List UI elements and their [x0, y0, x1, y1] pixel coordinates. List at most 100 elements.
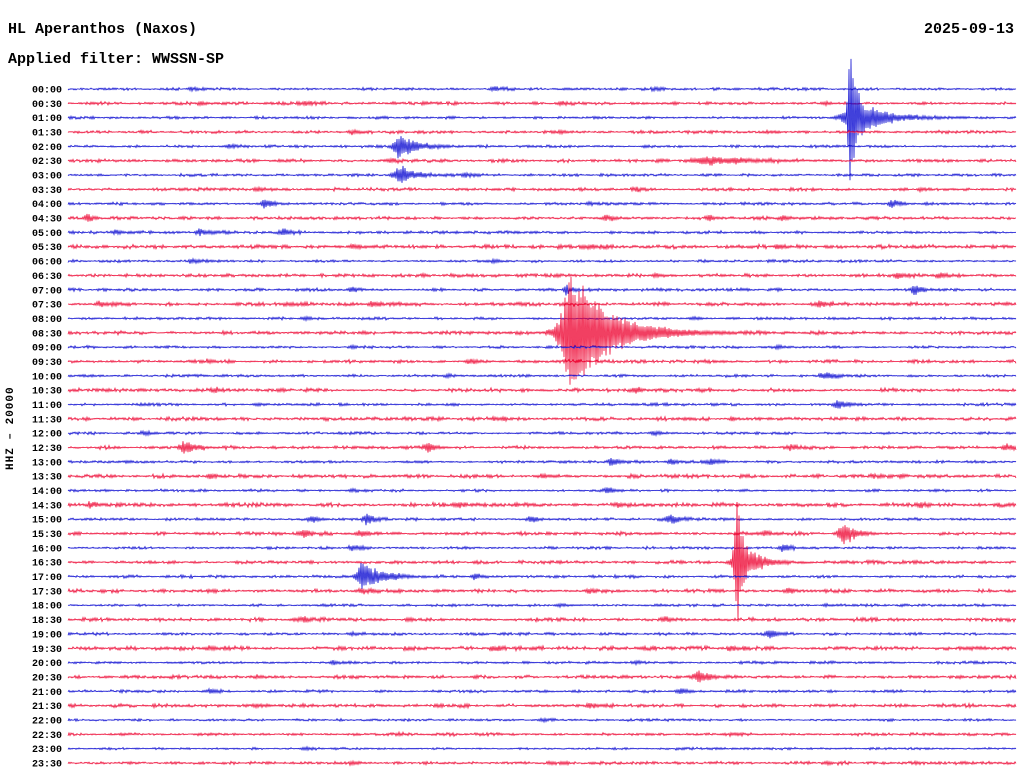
trace-row-11:30 — [67, 415, 1017, 423]
row-time-label: 10:30 — [32, 387, 62, 398]
row-time-label: 00:00 — [32, 86, 62, 97]
row-time-label: 02:30 — [32, 157, 62, 168]
trace-row-21:30 — [67, 701, 1017, 710]
trace-row-13:00 — [67, 457, 1017, 466]
row-time-label: 02:00 — [32, 143, 62, 154]
row-time-label: 19:00 — [32, 630, 62, 641]
trace-row-11:00 — [67, 400, 1017, 409]
trace-row-03:30 — [67, 185, 1017, 194]
row-time-label: 21:30 — [32, 702, 62, 713]
row-time-label: 04:00 — [32, 200, 62, 211]
trace-row-17:00 — [67, 562, 1017, 589]
record-date: 2025-09-13 — [923, 21, 1014, 38]
row-time-label: 23:00 — [32, 745, 62, 756]
trace-row-07:00 — [67, 284, 1017, 296]
trace-row-19:00 — [67, 630, 1017, 639]
trace-row-10:00 — [67, 372, 1017, 380]
trace-row-16:30 — [67, 501, 1017, 622]
trace-row-18:30 — [67, 615, 1017, 624]
trace-row-23:30 — [67, 759, 1017, 767]
trace-row-05:30 — [67, 242, 1017, 251]
trace-row-18:00 — [67, 602, 1017, 609]
trace-row-14:30 — [67, 500, 1017, 509]
trace-row-04:30 — [67, 213, 1017, 222]
row-time-label: 05:30 — [32, 243, 62, 254]
row-time-label: 13:30 — [32, 473, 62, 484]
trace-row-08:00 — [67, 315, 1017, 323]
row-time-label: 03:30 — [32, 186, 62, 197]
trace-row-12:30 — [67, 441, 1017, 454]
trace-row-15:30 — [67, 525, 1017, 545]
trace-row-22:00 — [67, 716, 1017, 724]
row-time-label: 15:00 — [32, 516, 62, 527]
row-time-label: 23:30 — [32, 760, 62, 771]
row-time-label: 18:30 — [32, 616, 62, 627]
station-title: HL Aperanthos (Naxos) — [8, 21, 198, 38]
row-time-label: 07:00 — [32, 286, 62, 297]
row-time-label: 20:30 — [32, 673, 62, 684]
row-time-label: 22:30 — [32, 731, 62, 742]
trace-row-00:30 — [67, 99, 1017, 108]
row-time-label: 16:00 — [32, 544, 62, 555]
row-time-label: 12:30 — [32, 444, 62, 455]
row-time-label: 17:00 — [32, 573, 62, 584]
row-time-label: 17:30 — [32, 587, 62, 598]
trace-row-05:00 — [67, 228, 1017, 237]
row-time-label: 19:30 — [32, 645, 62, 656]
trace-row-07:30 — [67, 300, 1017, 308]
trace-row-06:00 — [67, 257, 1017, 265]
trace-row-21:00 — [67, 687, 1017, 695]
trace-row-13:30 — [67, 472, 1017, 480]
row-time-label: 05:00 — [32, 229, 62, 240]
trace-row-01:00 — [67, 58, 1017, 181]
row-time-label: 20:00 — [32, 659, 62, 670]
row-time-label: 06:30 — [32, 272, 62, 283]
row-time-label: 09:00 — [32, 344, 62, 355]
trace-row-16:00 — [67, 543, 1017, 552]
trace-row-03:00 — [67, 165, 1017, 183]
trace-row-20:30 — [67, 670, 1017, 683]
row-time-label: 08:00 — [32, 315, 62, 326]
trace-row-22:30 — [67, 730, 1017, 738]
row-time-label: 11:00 — [32, 401, 62, 412]
trace-row-17:30 — [67, 587, 1017, 595]
trace-row-02:00 — [67, 136, 1017, 159]
row-time-label: 07:30 — [32, 301, 62, 312]
row-time-label: 21:00 — [32, 688, 62, 699]
row-time-label: 11:30 — [32, 415, 62, 426]
row-time-label: 03:00 — [32, 172, 62, 183]
trace-row-00:00 — [67, 85, 1017, 93]
trace-row-06:30 — [67, 271, 1017, 280]
row-time-label: 01:30 — [32, 129, 62, 140]
trace-row-12:00 — [67, 429, 1017, 437]
trace-row-14:00 — [67, 486, 1017, 494]
row-time-label: 15:30 — [32, 530, 62, 541]
filter-label: Applied filter: WWSSN-SP — [8, 51, 225, 68]
row-time-label: 00:30 — [32, 100, 62, 111]
row-time-label: 06:00 — [32, 258, 62, 269]
trace-row-09:00 — [67, 343, 1017, 351]
row-time-label: 14:30 — [32, 501, 62, 512]
row-time-label: 10:00 — [32, 372, 62, 383]
trace-row-15:00 — [67, 513, 1017, 526]
trace-row-04:00 — [67, 199, 1017, 209]
trace-row-08:30 — [67, 276, 1017, 385]
row-time-label: 09:30 — [32, 358, 62, 369]
trace-row-19:30 — [67, 644, 1017, 653]
trace-row-01:30 — [67, 128, 1017, 136]
row-time-label: 01:00 — [32, 114, 62, 125]
trace-row-09:30 — [67, 358, 1017, 365]
row-time-label: 08:30 — [32, 329, 62, 340]
row-time-label: 18:00 — [32, 602, 62, 613]
row-time-label: 16:30 — [32, 559, 62, 570]
trace-row-23:00 — [67, 745, 1017, 752]
row-time-label: 13:00 — [32, 458, 62, 469]
row-time-label: 22:00 — [32, 717, 62, 728]
trace-row-20:00 — [67, 659, 1017, 667]
row-time-label: 14:00 — [32, 487, 62, 498]
row-time-label: 04:30 — [32, 215, 62, 226]
trace-row-02:30 — [67, 156, 1017, 166]
row-time-label: 12:00 — [32, 430, 62, 441]
trace-row-10:30 — [67, 386, 1017, 394]
